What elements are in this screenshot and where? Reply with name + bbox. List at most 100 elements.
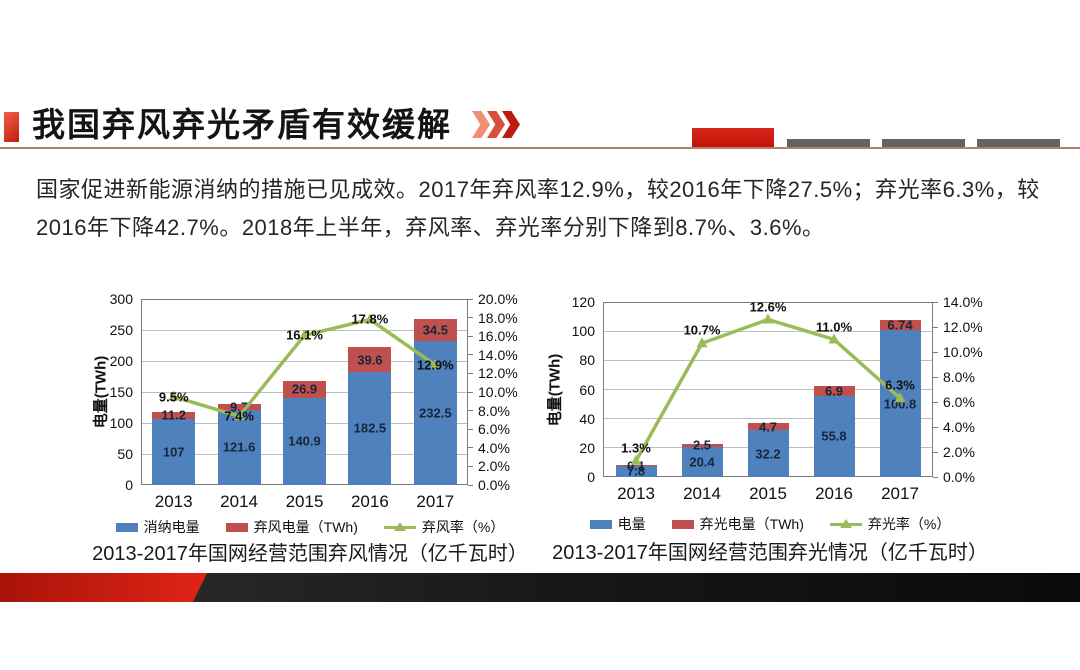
bar-value-label: 121.6 xyxy=(222,439,256,455)
right-axis-tick xyxy=(933,401,938,403)
right-axis-tick-label: 8.0% xyxy=(478,402,510,419)
right-axis-tick xyxy=(468,465,473,467)
right-axis-tick xyxy=(468,391,473,393)
bar-value-label: 6.9 xyxy=(824,383,844,399)
bar-value-label: 232.5 xyxy=(419,405,452,421)
rate-value-label: 12.6% xyxy=(749,299,787,314)
solar-curtailment-chart: 0 20 40 60 80 100 120 0.0% 2.0% 4.0% 6.0% 8.0% 10.0%… xyxy=(540,290,1000,570)
bar-value-label: 140.9 xyxy=(288,433,321,449)
triangle-marker-icon xyxy=(894,392,906,403)
legend-item: 弃风率（%） xyxy=(383,517,504,537)
rate-value-label: 1.3% xyxy=(621,440,651,456)
bar-segment-secondary xyxy=(681,443,723,448)
x-axis-tick-label: 2016 xyxy=(350,492,389,511)
x-axis-tick-label: 2014 xyxy=(683,484,721,503)
triangle-marker-icon xyxy=(630,454,642,465)
legend-triangle xyxy=(839,519,852,528)
page-title: 我国弃风弃光矛盾有效缓解 xyxy=(32,106,452,143)
body-text-line2: 2016年下降42.7%。2018年上半年，弃风率、弃光率分别下降到8.7%、3… xyxy=(36,215,825,240)
right-axis-tick-label: 14.0% xyxy=(943,294,983,310)
y-axis-tick-label: 40 xyxy=(579,410,595,427)
chart-legend: 电量 弃光电量（TWh) 弃光率（%） xyxy=(540,514,1000,534)
bar-segment-secondary xyxy=(217,403,261,410)
legend-line-marker-icon xyxy=(383,521,416,533)
bar-segment-primary xyxy=(747,430,789,477)
legend-item-label: 弃风电量（TWh) xyxy=(253,519,358,535)
right-axis-tick-label: 8.0% xyxy=(943,369,975,385)
bar-value-label: 182.5 xyxy=(353,420,387,436)
legend-swatch-icon xyxy=(225,522,248,532)
bar-segment-primary xyxy=(813,395,855,477)
bar-segment-primary xyxy=(615,465,657,477)
legend-item-label: 消纳电量 xyxy=(143,519,200,535)
deco-bar-gray xyxy=(882,139,965,148)
right-axis-tick-label: 12.0% xyxy=(478,365,518,382)
bar-segment-secondary xyxy=(152,411,196,419)
triangle-marker-icon xyxy=(233,410,245,421)
right-axis-tick-label: 2.0% xyxy=(478,458,510,475)
triangle-marker-icon xyxy=(696,337,708,348)
bar-value-label: 7.8 xyxy=(626,463,646,479)
right-axis-tick xyxy=(933,451,938,453)
y-axis-tick-label: 0 xyxy=(587,469,595,485)
right-axis-tick-label: 14.0% xyxy=(478,346,518,363)
x-axis-tick-label: 2015 xyxy=(749,484,787,503)
right-axis-tick-label: 10.0% xyxy=(478,384,518,400)
chevron-right-icon xyxy=(487,111,505,138)
right-axis-tick-label: 12.0% xyxy=(943,319,983,335)
bar-value-label: 26.9 xyxy=(291,381,318,397)
right-axis-tick-label: 4.0% xyxy=(478,439,510,456)
legend-swatch-icon xyxy=(115,522,138,532)
footer-band-red xyxy=(0,573,207,602)
y-axis-tick-label: 50 xyxy=(117,446,133,462)
y-axis-tick-label: 60 xyxy=(579,381,595,398)
header-divider xyxy=(0,147,1080,149)
title-accent-square xyxy=(4,112,19,142)
triangle-marker-icon xyxy=(762,313,774,324)
x-axis-tick-label: 2017 xyxy=(881,484,919,503)
bar-segment-secondary xyxy=(747,423,789,431)
y-axis-tick-label: 250 xyxy=(109,322,133,338)
rate-value-label: 9.5% xyxy=(158,389,189,405)
bar-value-label: 6.74 xyxy=(887,317,913,333)
right-axis-tick xyxy=(468,354,473,356)
triangle-marker-icon xyxy=(828,333,840,344)
legend-line-marker-icon xyxy=(829,518,862,530)
right-axis-tick-label: 16.0% xyxy=(478,328,518,345)
right-axis-tick-label: 0.0% xyxy=(943,469,975,485)
bar-value-label: 55.8 xyxy=(821,428,847,444)
y-axis-tick-label: 20 xyxy=(579,439,595,456)
right-axis-tick xyxy=(933,426,938,428)
legend-item-label: 弃光率（%） xyxy=(867,516,951,532)
x-axis-tick-label: 2015 xyxy=(285,492,324,511)
chevron-right-icon xyxy=(472,111,490,138)
gridline xyxy=(603,330,933,332)
right-axis-tick xyxy=(468,335,473,337)
right-axis-tick xyxy=(468,410,473,412)
y-axis-tick-label: 80 xyxy=(579,352,595,369)
triangle-marker-icon xyxy=(429,359,441,370)
chart-legend: 消纳电量 弃风电量（TWh) 弃风率（%） xyxy=(90,517,530,537)
y-axis-tick-label: 150 xyxy=(109,384,133,400)
legend-item-label: 电量 xyxy=(617,516,646,532)
bar-value-label: 34.5 xyxy=(422,322,448,338)
rate-value-label: 6.3% xyxy=(885,377,915,393)
y-axis-title: 电量(TWh) xyxy=(546,353,564,426)
bar-value-label: 39.6 xyxy=(357,352,383,368)
trend-line xyxy=(168,313,441,421)
legend-swatch-icon xyxy=(589,519,612,529)
x-axis-tick-label: 2013 xyxy=(617,484,655,503)
rate-value-label: 12.9% xyxy=(416,357,454,373)
legend-item: 弃风电量（TWh) xyxy=(225,517,358,537)
chevron-right-icon xyxy=(502,111,520,138)
trend-line-path xyxy=(634,317,902,462)
right-axis-tick xyxy=(468,428,473,430)
right-axis-tick xyxy=(933,476,938,478)
bar-value-label: 4.7 xyxy=(758,419,778,435)
rate-value-label: 10.7% xyxy=(683,322,721,338)
legend-item: 消纳电量 xyxy=(115,517,200,537)
right-axis-tick-label: 2.0% xyxy=(943,444,975,460)
right-axis-tick xyxy=(468,317,473,319)
bar-segment-primary xyxy=(283,397,326,485)
